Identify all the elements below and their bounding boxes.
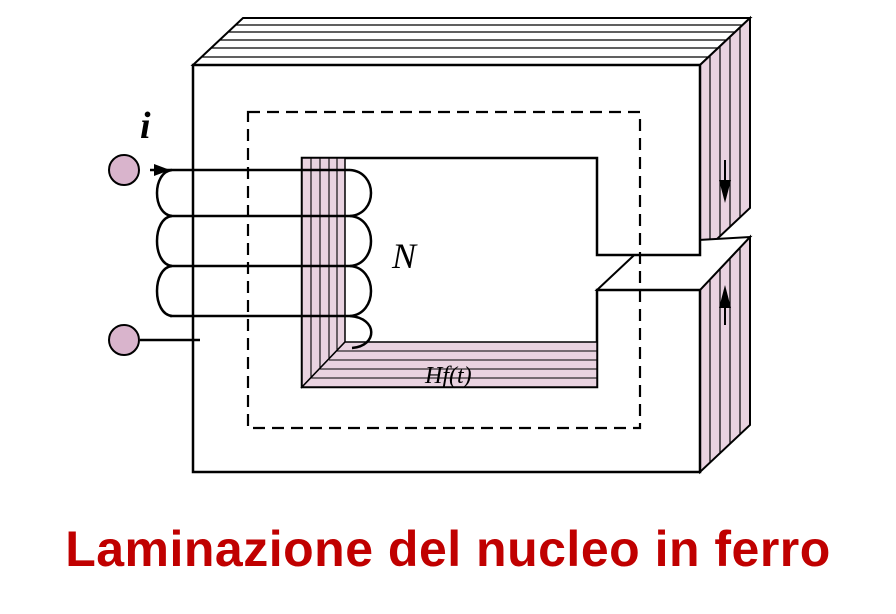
flux-arrow-up-icon [719, 285, 731, 308]
top-lamination-lines [202, 24, 744, 58]
flux-arrow-down-icon [719, 180, 731, 203]
winding-wires [140, 168, 373, 350]
terminal-bottom [108, 324, 140, 356]
side-lamination-lines [709, 28, 741, 463]
current-arrow-icon [154, 164, 170, 176]
inner-bottom-face [300, 341, 598, 388]
turns-label: N [391, 236, 418, 276]
core-label: Hf(t) [424, 363, 472, 389]
flux-path-dashed [246, 110, 642, 430]
terminal-top [108, 154, 140, 186]
inner-bottom-lines [311, 350, 597, 379]
inner-left-lines [310, 158, 338, 378]
current-label: i [140, 105, 151, 147]
caption: Laminazione del nucleo in ferro [65, 521, 831, 577]
